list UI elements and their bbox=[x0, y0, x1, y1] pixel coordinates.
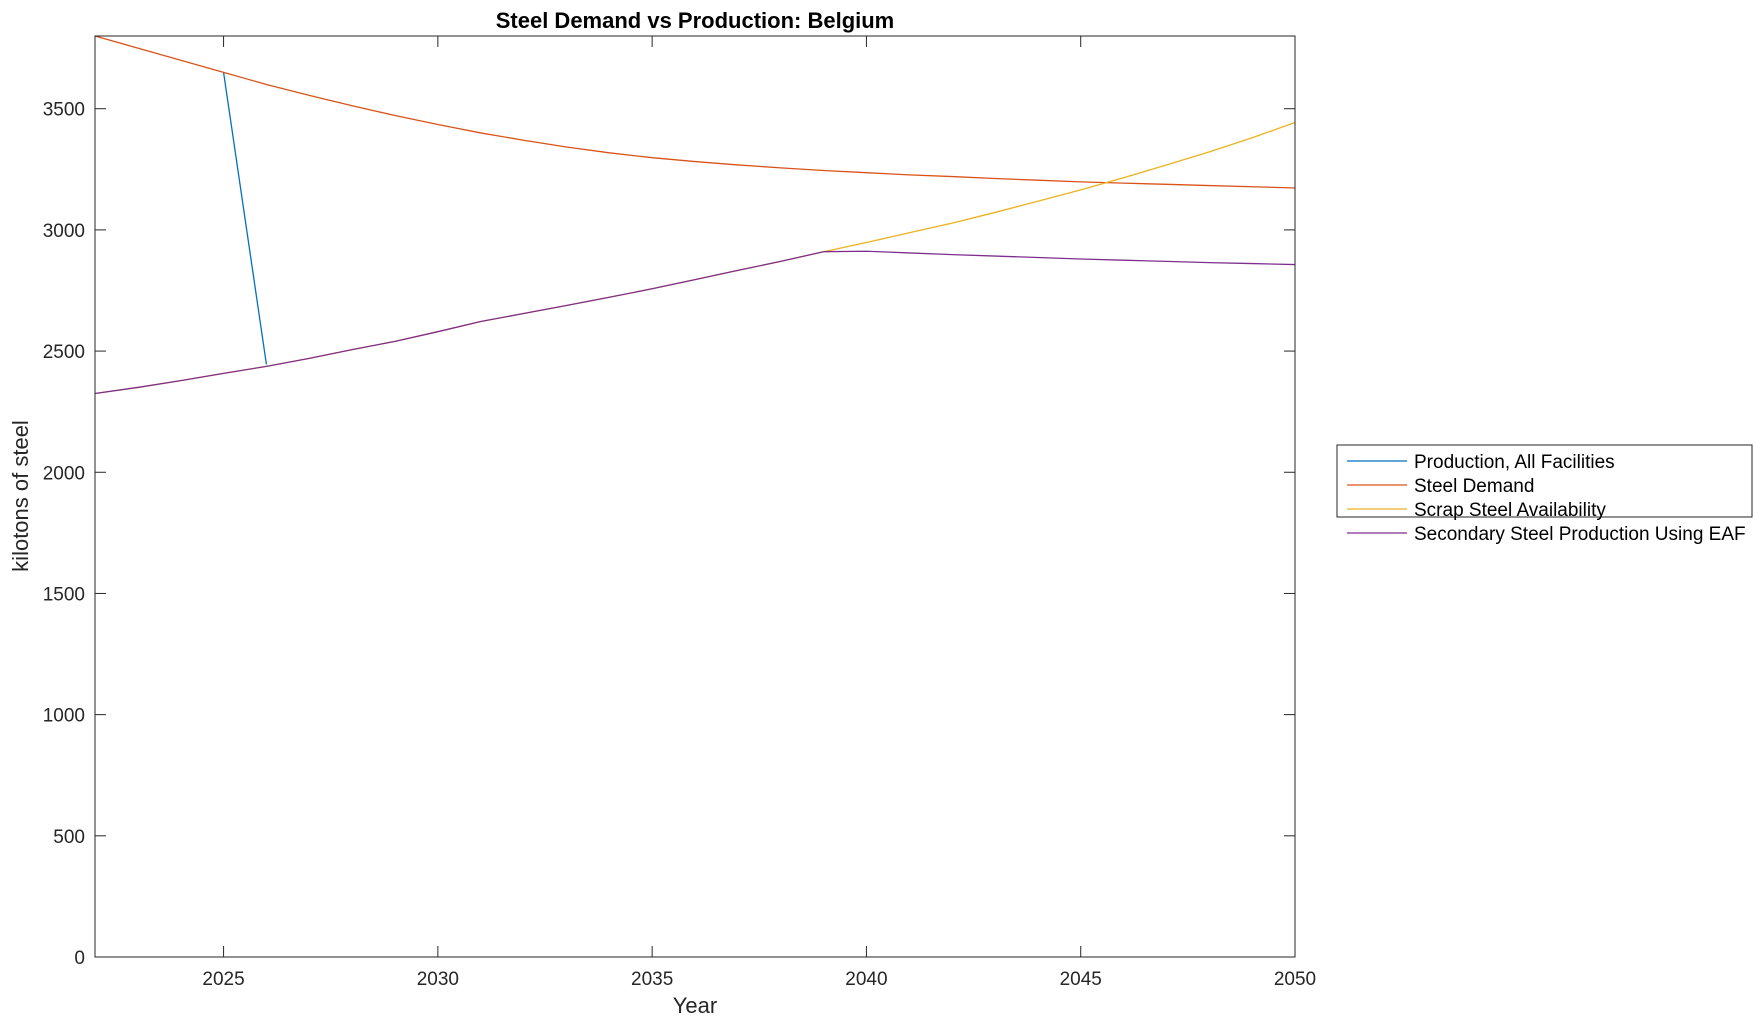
x-axis-ticks: 2025 2030 2035 2040 2045 2050 bbox=[202, 36, 1316, 990]
x-tick-label: 2050 bbox=[1274, 969, 1316, 990]
legend-label-scrap-steel-availability: Scrap Steel Availability bbox=[1414, 500, 1606, 521]
x-tick-label: 2030 bbox=[417, 969, 459, 990]
legend-label-secondary-steel-production-eaf: Secondary Steel Production Using EAF bbox=[1414, 524, 1746, 545]
y-axis-title: kilotons of steel bbox=[8, 420, 33, 572]
chart-title: Steel Demand vs Production: Belgium bbox=[496, 8, 895, 33]
series-line-steel-demand bbox=[94, 35, 1296, 189]
y-tick-label: 1500 bbox=[43, 584, 85, 605]
plot-area bbox=[95, 36, 1295, 957]
y-tick-label: 3000 bbox=[43, 221, 85, 242]
series-lines bbox=[94, 35, 1296, 395]
x-tick-label: 2025 bbox=[202, 969, 244, 990]
legend-label-steel-demand: Steel Demand bbox=[1414, 476, 1534, 497]
legend-label-production-all-facilities: Production, All Facilities bbox=[1414, 452, 1615, 473]
x-tick-label: 2040 bbox=[845, 969, 887, 990]
plot-box bbox=[94, 35, 1296, 958]
x-tick-label: 2045 bbox=[1060, 969, 1102, 990]
legend-box bbox=[1336, 444, 1753, 518]
series-line-production-all-facilities bbox=[222, 72, 268, 365]
x-tick-label: 2035 bbox=[631, 969, 673, 990]
y-tick-label: 500 bbox=[53, 827, 85, 848]
series-line-secondary-steel-production-using-eaf bbox=[94, 250, 1296, 395]
y-tick-label: 2500 bbox=[43, 342, 85, 363]
y-tick-label: 0 bbox=[74, 948, 85, 969]
y-axis-ticks: 0 500 1000 1500 2000 2500 3000 3500 bbox=[43, 100, 1295, 969]
y-tick-label: 2000 bbox=[43, 463, 85, 484]
y-tick-label: 3500 bbox=[43, 100, 85, 121]
x-axis-title: Year bbox=[673, 993, 717, 1018]
legend: Production, All Facilities Steel Demand … bbox=[1336, 444, 1753, 545]
y-tick-label: 1000 bbox=[43, 706, 85, 727]
